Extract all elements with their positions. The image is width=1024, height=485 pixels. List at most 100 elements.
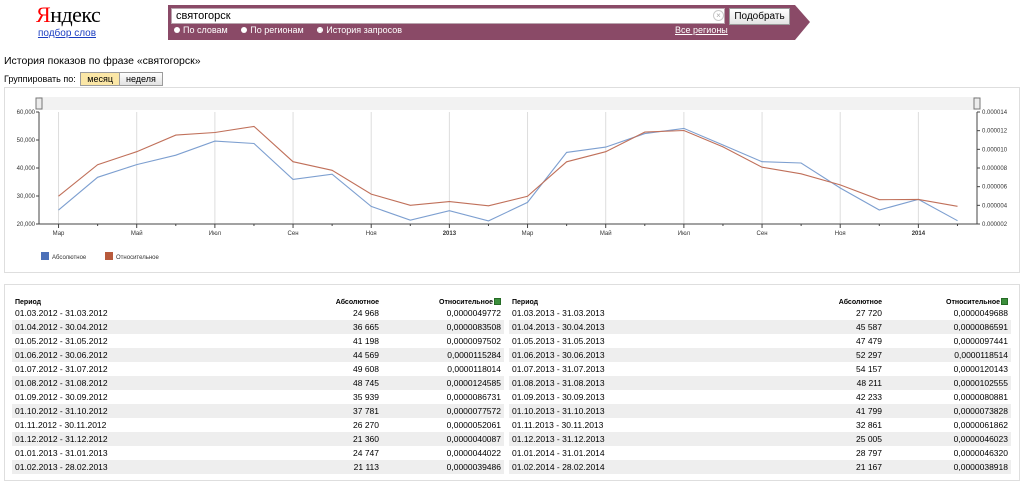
data-point	[839, 184, 841, 186]
export-icon[interactable]	[1001, 298, 1008, 305]
absolute-cell: 52 297	[759, 348, 885, 362]
period-cell: 01.06.2013 - 30.06.2013	[509, 348, 759, 362]
data-point	[565, 151, 567, 153]
period-cell: 01.02.2013 - 28.02.2013	[12, 460, 262, 474]
right-tick-label: 0.000012	[982, 129, 1008, 135]
data-point	[761, 166, 763, 168]
col-period[interactable]: Период	[512, 299, 539, 306]
data-point	[644, 131, 646, 133]
period-cell: 01.03.2012 - 31.03.2012	[15, 308, 108, 318]
export-icon[interactable]	[494, 298, 501, 305]
x-tick-label: Ноя	[366, 231, 377, 237]
data-point	[878, 199, 880, 201]
legend-label: Относительное	[116, 255, 160, 261]
period-cell: 01.11.2012 - 30.11.2012	[15, 420, 107, 430]
data-point	[409, 219, 411, 221]
period-cell: 01.02.2014 - 28.02.2014	[509, 460, 759, 474]
data-point	[448, 200, 450, 202]
relative-cell: 0,0000080881	[953, 392, 1008, 402]
data-point	[878, 209, 880, 211]
all-regions-link[interactable]: Все регионы	[675, 25, 728, 35]
data-point	[605, 151, 607, 153]
col-relative[interactable]: Относительное	[382, 295, 504, 306]
navigator-strip	[39, 97, 977, 110]
wordstat-link[interactable]: подбор слов	[37, 28, 97, 39]
x-tick-label: Сен	[288, 231, 299, 237]
yandex-logo[interactable]: Яндекс подбор слов	[36, 2, 101, 40]
table-row: 01.09.2013 - 30.09.2013 42 233 0,000008088…	[509, 390, 1011, 404]
mode-label: История запросов	[326, 25, 403, 35]
data-point	[175, 154, 177, 156]
x-tick-label: 2013	[443, 231, 457, 237]
logo-wordmark[interactable]: Яндекс	[36, 2, 101, 27]
table-row: 01.01.2013 - 31.01.2013 24 747 0,000004402…	[12, 446, 504, 460]
relative-cell: 0,0000115284	[382, 348, 504, 362]
table-row: 01.08.2013 - 31.08.2013 48 211 0,000010255…	[509, 376, 1011, 390]
col-absolute[interactable]: Абсолютное	[838, 299, 882, 306]
mode-by-words[interactable]: По словам	[174, 25, 228, 35]
table-row: 01.06.2013 - 30.06.2013 52 297 0,000011851…	[509, 348, 1011, 362]
search-input[interactable]	[171, 8, 725, 24]
period-cell: 01.03.2013 - 31.03.2013	[512, 308, 605, 318]
data-point	[839, 187, 841, 189]
table-row: 01.02.2013 - 28.02.2013 21 113 0,000003948…	[12, 460, 504, 474]
table-body-right: 01.03.2013 - 31.03.2013 27 720 0,000004968…	[509, 306, 1011, 474]
period-cell: 01.01.2014 - 31.01.2014	[512, 448, 605, 458]
table-row: 01.03.2013 - 31.03.2013 27 720 0,000004968…	[509, 306, 1011, 320]
table-row: 01.11.2013 - 30.11.2013 32 861 0,000006186…	[509, 418, 1011, 432]
right-tick-label: 0.000004	[982, 203, 1008, 209]
data-point	[956, 205, 958, 207]
group-by-label: Группировать по:	[4, 74, 76, 84]
relative-cell: 0,0000118514	[885, 348, 1011, 362]
col-period[interactable]: Период	[15, 299, 42, 306]
x-tick-label: 2014	[912, 231, 926, 237]
period-cell: 01.08.2013 - 31.08.2013	[509, 376, 759, 390]
x-tick-label: Май	[131, 230, 143, 237]
mode-by-regions[interactable]: По регионам	[241, 25, 304, 35]
period-cell: 01.01.2013 - 31.01.2013	[15, 448, 108, 458]
table-row: 01.04.2012 - 30.04.2012 36 665 0,000008350…	[12, 320, 504, 334]
left-tick-label: 60,000	[17, 110, 36, 116]
col-relative[interactable]: Относительное	[885, 295, 1011, 306]
data-point	[331, 173, 333, 175]
table-row: 01.09.2012 - 30.09.2012 35 939 0,000008673…	[12, 390, 504, 404]
radio-selected-icon	[317, 27, 324, 33]
table-row: 01.12.2012 - 31.12.2012 21 360 0,000004008…	[12, 432, 504, 446]
col-absolute[interactable]: Абсолютное	[335, 299, 379, 306]
submit-button[interactable]: Подобрать	[729, 8, 790, 25]
table-row: 01.05.2012 - 31.05.2012 41 198 0,000009750…	[12, 334, 504, 348]
data-point	[214, 140, 216, 142]
right-tick-label: 0.000006	[982, 185, 1008, 191]
series-line-relative	[58, 125, 958, 207]
left-tick-label: 40,000	[17, 166, 36, 172]
data-point	[800, 162, 802, 164]
data-point	[253, 125, 255, 127]
table-row: 01.06.2012 - 30.06.2012 44 569 0,000011528…	[12, 348, 504, 362]
relative-cell: 0,0000049772	[446, 308, 501, 318]
period-cell: 01.10.2013 - 31.10.2013	[509, 404, 759, 418]
table-row: 01.03.2012 - 31.03.2012 24 968 0,000004977…	[12, 306, 504, 320]
data-point	[175, 134, 177, 136]
period-cell: 01.06.2012 - 30.06.2012	[12, 348, 262, 362]
absolute-cell: 24 968	[353, 308, 379, 318]
group-week-button[interactable]: неделя	[120, 73, 162, 85]
page-title: История показов по фразе «святогорск»	[4, 55, 201, 67]
table-row: 01.10.2013 - 31.10.2013 41 799 0,000007382…	[509, 404, 1011, 418]
absolute-cell: 47 479	[856, 336, 882, 346]
x-tick-label: Июл	[209, 231, 222, 237]
logo-first-letter: Я	[36, 2, 51, 27]
group-month-button[interactable]: месяц	[81, 73, 120, 85]
clear-icon[interactable]: ×	[713, 10, 724, 21]
mode-query-history[interactable]: История запросов	[317, 25, 402, 35]
x-tick-label: Мар	[53, 231, 65, 237]
data-point	[136, 163, 138, 165]
data-point	[136, 150, 138, 152]
absolute-cell: 48 745	[262, 376, 382, 390]
table-body-left: 01.03.2012 - 31.03.2012 24 968 0,000004977…	[12, 306, 504, 474]
relative-cell: 0,0000120143	[953, 364, 1008, 374]
relative-cell: 0,0000118014	[447, 364, 501, 374]
table-row: 01.11.2012 - 30.11.2012 26 270 0,000005206…	[12, 418, 504, 432]
search-mode-group: По словам По регионам История запросов	[174, 25, 413, 37]
data-point	[761, 161, 763, 163]
absolute-cell: 54 157	[856, 364, 882, 374]
